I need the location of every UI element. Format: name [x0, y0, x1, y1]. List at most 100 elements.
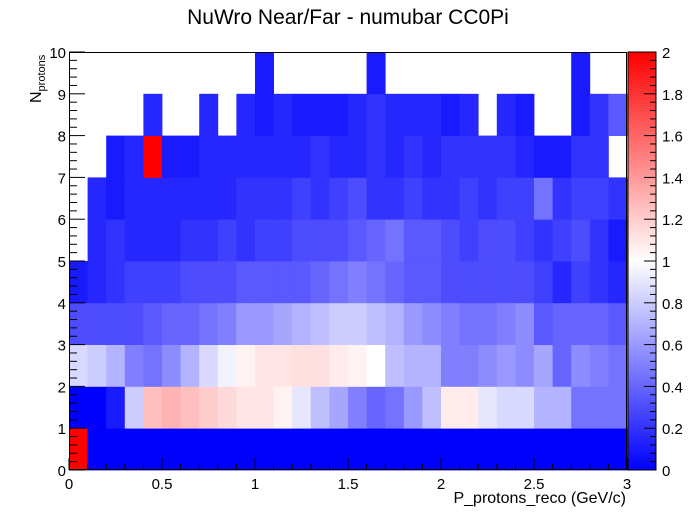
- x-tick-label: 2.5: [524, 476, 545, 493]
- heatmap-cell: [124, 261, 144, 304]
- heatmap-cell: [87, 344, 107, 387]
- heatmap-cell: [589, 344, 609, 387]
- heatmap-cell: [292, 93, 312, 136]
- heatmap-cell: [571, 135, 591, 178]
- heatmap-cell: [571, 344, 591, 387]
- heatmap-cell: [571, 52, 591, 95]
- heatmap-cell: [69, 261, 88, 304]
- heatmap-cell: [515, 177, 535, 220]
- heatmap-cell: [441, 261, 460, 304]
- heatmap-cell: [441, 135, 460, 178]
- heatmap-cell: [217, 302, 237, 345]
- heatmap-cell: [199, 93, 219, 136]
- x-tick-label: 1.5: [338, 476, 359, 493]
- heatmap-cell: [552, 302, 572, 345]
- y-axis-label-sub: protons: [36, 54, 48, 91]
- y-axis-label: Nprotons: [28, 54, 48, 103]
- heatmap-cell: [143, 386, 163, 429]
- heatmap-cell: [496, 261, 516, 304]
- heatmap-cell: [478, 219, 498, 262]
- heatmap-cell: [143, 219, 163, 262]
- heatmap-cell: [217, 344, 237, 387]
- heatmap-cell: [459, 219, 479, 262]
- heatmap-cell: [310, 219, 330, 262]
- heatmap-cell: [236, 344, 256, 387]
- y-axis: 0 1 2 3 4 5 6 7 8 9 10: [49, 45, 85, 480]
- heatmap-cell: [273, 302, 293, 345]
- heatmap-cell: [348, 135, 367, 178]
- heatmap-cell: [217, 177, 237, 220]
- heatmap-cell: [180, 344, 200, 387]
- heatmap-cell: [496, 93, 516, 136]
- heatmap-cell: [385, 302, 405, 345]
- heatmap-cell: [255, 344, 274, 387]
- heatmap-cell: [199, 344, 219, 387]
- y-tick-label: 6: [58, 212, 66, 229]
- heatmap-cell: [608, 386, 628, 429]
- heatmap-cell: [366, 93, 386, 136]
- heatmap-cell: [255, 386, 274, 429]
- heatmap-cell: [403, 219, 423, 262]
- heatmap-cell: [162, 261, 181, 304]
- heatmap-cell: [403, 428, 423, 471]
- heatmap-cell: [106, 386, 126, 429]
- heatmap-cell: [292, 219, 312, 262]
- heatmap-cell: [273, 344, 293, 387]
- heatmap-cell: [459, 261, 479, 304]
- heatmap-cell: [162, 135, 181, 178]
- heatmap-cell: [422, 344, 442, 387]
- heatmap-cell: [608, 344, 628, 387]
- heatmap-cell: [143, 177, 163, 220]
- heatmap-cell: [459, 386, 479, 429]
- heatmap-cell: [143, 261, 163, 304]
- heatmap-cell: [143, 302, 163, 345]
- heatmap-cell: [366, 386, 386, 429]
- y-tick-label: 9: [58, 87, 66, 104]
- heatmap-cell: [69, 428, 88, 471]
- heatmap-cell: [589, 219, 609, 262]
- heatmap-cell: [366, 428, 386, 471]
- heatmap-cell: [255, 302, 274, 345]
- y-axis-label-main: N: [28, 91, 45, 103]
- heatmap-cell: [478, 135, 498, 178]
- heatmap-cell: [348, 261, 367, 304]
- heatmap-cell: [310, 386, 330, 429]
- heatmap-cell: [236, 135, 256, 178]
- z-tick-label: 0.2: [662, 421, 683, 438]
- heatmap-cell: [255, 135, 274, 178]
- heatmap-cell: [180, 386, 200, 429]
- heatmap-cell: [87, 428, 107, 471]
- heatmap-cell: [534, 135, 553, 178]
- heatmap-cell: [255, 428, 274, 471]
- heatmap-cell: [273, 428, 293, 471]
- heatmap-cell: [348, 344, 367, 387]
- heatmap-cell: [143, 93, 163, 136]
- heatmap-cell: [180, 302, 200, 345]
- heatmap-cell: [441, 302, 460, 345]
- heatmap-cell: [87, 219, 107, 262]
- x-tick-label: 3: [623, 476, 631, 493]
- heatmap-cell: [422, 177, 442, 220]
- heatmap-cell: [180, 219, 200, 262]
- y-tick-label: 8: [58, 129, 66, 146]
- heatmap-cell: [180, 177, 200, 220]
- heatmap-cell: [292, 302, 312, 345]
- heatmap-cell: [422, 302, 442, 345]
- heatmap-cell: [106, 344, 126, 387]
- heatmap-cell: [422, 386, 442, 429]
- heatmap-cell: [385, 261, 405, 304]
- heatmap-cell: [255, 219, 274, 262]
- heatmap-cell: [236, 177, 256, 220]
- heatmap-cell: [422, 261, 442, 304]
- heatmap-cell: [329, 177, 349, 220]
- heatmap-cell: [534, 261, 553, 304]
- heatmap-cell: [403, 302, 423, 345]
- z-tick-label: 1.8: [662, 87, 683, 104]
- heatmap-cell: [496, 386, 516, 429]
- heatmap-cell: [310, 344, 330, 387]
- heatmap-cell: [292, 428, 312, 471]
- heatmap-cell: [552, 135, 572, 178]
- heatmap-cell: [589, 177, 609, 220]
- heatmap-cell: [366, 135, 386, 178]
- heatmap-cell: [329, 428, 349, 471]
